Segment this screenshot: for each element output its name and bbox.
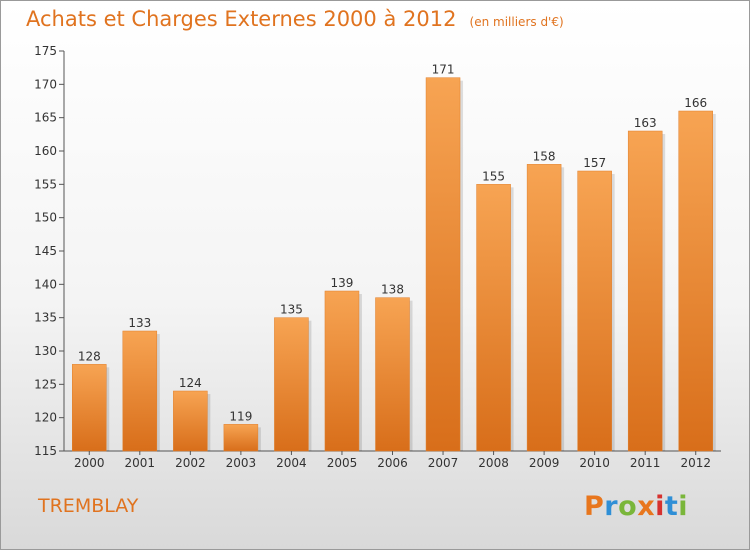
data-label-2010: 157	[583, 156, 606, 170]
x-tick-label-2006: 2006	[377, 456, 408, 470]
y-tick-label: 175	[34, 44, 57, 58]
bar-2008[interactable]	[476, 184, 511, 452]
commune-name: TREMBLAY	[38, 495, 139, 517]
logo-letter: P	[584, 491, 605, 522]
bar-2009[interactable]	[526, 164, 562, 452]
bar-2001[interactable]	[122, 330, 158, 452]
y-tick-label: 155	[34, 177, 57, 191]
data-label-2005: 139	[331, 276, 354, 290]
data-label-2000: 128	[78, 349, 101, 363]
y-tick-label: 145	[34, 244, 57, 258]
bar-2000[interactable]	[72, 364, 107, 452]
proxiti-logo[interactable]: Proxiti	[584, 491, 688, 522]
x-tick-label-2003: 2003	[226, 456, 257, 470]
logo-letter: i	[678, 491, 689, 522]
y-tick-label: 165	[34, 111, 57, 125]
bar-2007[interactable]	[425, 77, 461, 452]
logo-letter: r	[604, 491, 619, 522]
y-tick-label: 115	[34, 444, 57, 458]
data-label-2009: 158	[533, 149, 556, 163]
x-tick-label-2004: 2004	[276, 456, 307, 470]
x-tick-label-2012: 2012	[680, 456, 711, 470]
y-tick-label: 125	[34, 377, 57, 391]
logo-letter: x	[637, 491, 656, 522]
data-label-2011: 163	[634, 116, 657, 130]
chart-subtitle: (en milliers d'€)	[469, 15, 564, 29]
data-label-2007: 171	[432, 63, 455, 77]
bar-2003[interactable]	[223, 424, 259, 452]
data-label-2004: 135	[280, 303, 303, 317]
data-label-2001: 133	[128, 316, 151, 330]
bar-2006[interactable]	[375, 297, 410, 452]
logo-letter: i	[655, 491, 665, 522]
x-tick-label-2008: 2008	[478, 456, 509, 470]
data-label-2012: 166	[684, 96, 707, 110]
data-label-2008: 155	[482, 169, 505, 183]
y-tick-label: 160	[34, 144, 57, 158]
x-tick-label-2002: 2002	[175, 456, 206, 470]
data-label-2003: 119	[229, 409, 252, 423]
x-tick-label-2000: 2000	[74, 456, 105, 470]
data-label-2006: 138	[381, 283, 404, 297]
x-tick-label-2010: 2010	[579, 456, 610, 470]
y-tick-label: 130	[34, 344, 57, 358]
data-label-2002: 124	[179, 376, 202, 390]
y-tick-label: 150	[34, 211, 57, 225]
x-tick-label-2009: 2009	[529, 456, 560, 470]
x-tick-label-2011: 2011	[630, 456, 661, 470]
bar-2002[interactable]	[173, 390, 208, 452]
logo-letter: t	[664, 491, 679, 522]
x-tick-label-2005: 2005	[327, 456, 358, 470]
y-tick-label: 135	[34, 311, 57, 325]
bar-2012[interactable]	[678, 110, 713, 452]
bar-2010[interactable]	[577, 170, 612, 452]
bar-2011[interactable]	[627, 130, 663, 452]
bar-2004[interactable]	[274, 317, 309, 452]
logo-letter: o	[618, 491, 638, 522]
x-tick-label-2001: 2001	[125, 456, 156, 470]
chart-title: Achats et Charges Externes 2000 à 2012	[26, 7, 457, 31]
bar-2005[interactable]	[324, 290, 360, 452]
y-tick-label: 170	[34, 77, 57, 91]
y-tick-label: 120	[34, 411, 57, 425]
y-tick-label: 140	[34, 277, 57, 291]
title-row: Achats et Charges Externes 2000 à 2012 (…	[26, 7, 564, 31]
x-tick-label-2007: 2007	[428, 456, 459, 470]
